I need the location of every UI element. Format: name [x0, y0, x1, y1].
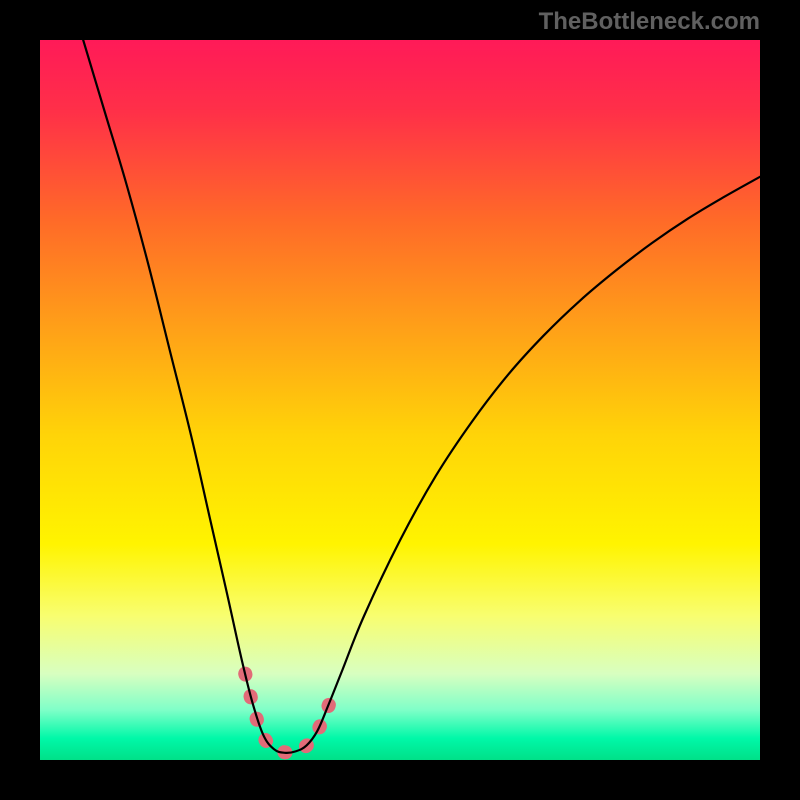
chart-background	[40, 40, 760, 760]
chart-plot-area	[40, 40, 760, 760]
watermark-text: TheBottleneck.com	[539, 8, 760, 36]
chart-svg	[40, 40, 760, 760]
